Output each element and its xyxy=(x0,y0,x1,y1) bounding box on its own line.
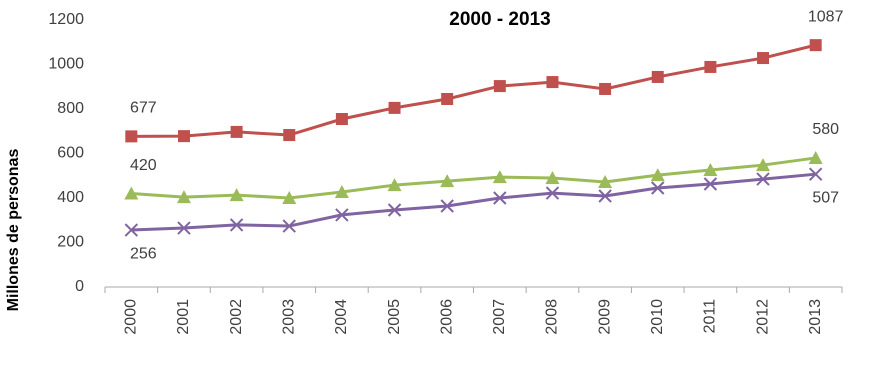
point xyxy=(124,186,139,200)
point xyxy=(335,113,348,126)
point xyxy=(651,70,664,83)
x-tick-label: 2007 xyxy=(491,299,508,335)
point xyxy=(177,130,190,143)
point xyxy=(388,101,401,114)
point xyxy=(808,167,823,181)
data-label: 507 xyxy=(812,189,839,206)
y-tick-label: 600 xyxy=(57,145,84,162)
data-label: 1087 xyxy=(808,8,844,25)
x-tick-label: 2004 xyxy=(333,299,350,335)
point xyxy=(546,76,559,89)
point xyxy=(441,92,454,105)
point xyxy=(176,190,191,204)
data-label: 420 xyxy=(130,157,157,174)
series-line xyxy=(131,156,816,200)
x-tick-label: 2006 xyxy=(438,299,455,335)
point xyxy=(757,52,770,65)
point xyxy=(335,208,349,222)
point xyxy=(808,150,823,164)
point xyxy=(545,170,560,184)
point xyxy=(492,170,507,184)
point xyxy=(229,188,244,202)
x-tick-label: 2013 xyxy=(807,299,824,335)
data-label: 580 xyxy=(812,121,839,138)
point xyxy=(124,223,139,237)
point xyxy=(493,80,506,93)
point xyxy=(598,189,612,203)
x-tick-label: 2001 xyxy=(175,299,192,335)
x-tick-label: 2002 xyxy=(228,299,245,335)
point xyxy=(650,168,665,182)
point xyxy=(756,158,771,172)
point xyxy=(177,221,191,235)
y-tick-label: 200 xyxy=(57,234,84,251)
y-tick-label: 0 xyxy=(75,278,84,295)
series-line xyxy=(131,172,816,232)
x-tick-label: 2005 xyxy=(386,299,403,335)
x-tick-label: 2000 xyxy=(123,299,140,335)
x-tick-label: 2012 xyxy=(754,299,771,335)
x-tick-label: 2003 xyxy=(280,299,297,335)
x-tick-label: 2011 xyxy=(702,299,719,334)
series-line xyxy=(131,43,817,138)
y-tick-label: 1200 xyxy=(48,11,84,28)
point xyxy=(387,203,402,217)
y-tick-label: 400 xyxy=(57,189,84,206)
x-tick-label: 2008 xyxy=(544,299,561,335)
y-tick-label: 800 xyxy=(57,100,84,117)
chart-title: 2000 - 2013 xyxy=(449,9,550,30)
point xyxy=(440,174,455,188)
point xyxy=(599,82,612,95)
y-axis-label: Millones de personas xyxy=(5,149,22,312)
point xyxy=(282,191,297,204)
point xyxy=(282,219,296,233)
x-tick-label: 2009 xyxy=(596,299,613,335)
point xyxy=(651,181,665,195)
point xyxy=(125,130,138,143)
point xyxy=(703,162,718,176)
point xyxy=(545,186,560,200)
point xyxy=(809,39,822,52)
y-tick-label: 1000 xyxy=(48,56,84,73)
x-tick-label: 2010 xyxy=(649,299,666,335)
data-label: 677 xyxy=(130,100,157,117)
point xyxy=(703,177,718,191)
point xyxy=(334,184,349,198)
point xyxy=(756,172,770,186)
point xyxy=(440,199,454,213)
point xyxy=(704,60,717,73)
point xyxy=(387,178,402,192)
point xyxy=(598,174,613,188)
data-label: 256 xyxy=(130,245,157,262)
point xyxy=(493,191,507,205)
point xyxy=(230,125,243,138)
point xyxy=(283,129,296,142)
point xyxy=(229,218,244,232)
